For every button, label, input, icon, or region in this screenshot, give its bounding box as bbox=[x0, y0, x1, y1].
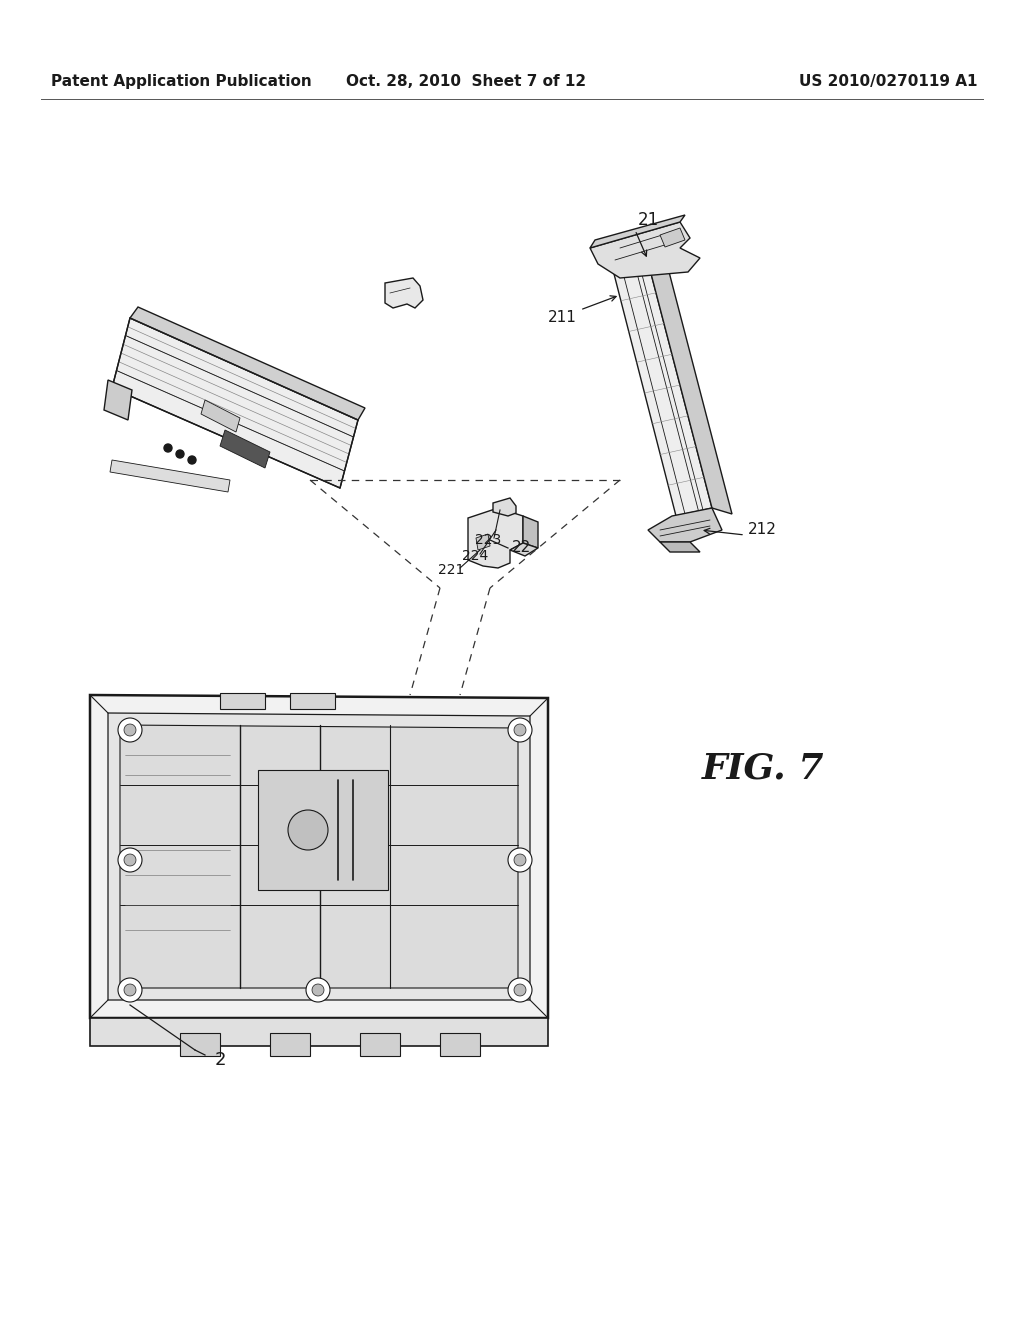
Text: 223: 223 bbox=[475, 533, 502, 546]
Text: 21: 21 bbox=[638, 211, 659, 228]
Circle shape bbox=[306, 978, 330, 1002]
Polygon shape bbox=[110, 459, 230, 492]
Polygon shape bbox=[648, 261, 732, 513]
Polygon shape bbox=[468, 508, 523, 568]
Circle shape bbox=[124, 854, 136, 866]
Polygon shape bbox=[648, 508, 722, 543]
Text: Patent Application Publication: Patent Application Publication bbox=[51, 74, 312, 90]
Polygon shape bbox=[120, 725, 518, 987]
Polygon shape bbox=[290, 693, 335, 709]
Circle shape bbox=[164, 444, 172, 451]
Circle shape bbox=[514, 854, 526, 866]
Circle shape bbox=[124, 983, 136, 997]
Text: US 2010/0270119 A1: US 2010/0270119 A1 bbox=[800, 74, 978, 90]
Polygon shape bbox=[104, 380, 132, 420]
Circle shape bbox=[124, 723, 136, 737]
Circle shape bbox=[508, 978, 532, 1002]
Polygon shape bbox=[660, 228, 685, 247]
Polygon shape bbox=[385, 279, 423, 308]
Polygon shape bbox=[270, 1034, 310, 1056]
Circle shape bbox=[176, 450, 184, 458]
Polygon shape bbox=[220, 693, 265, 709]
Polygon shape bbox=[590, 215, 685, 248]
Circle shape bbox=[188, 455, 196, 465]
Polygon shape bbox=[360, 1034, 400, 1056]
Polygon shape bbox=[258, 770, 388, 890]
Polygon shape bbox=[660, 543, 700, 552]
Polygon shape bbox=[476, 535, 490, 550]
Polygon shape bbox=[130, 308, 365, 420]
Circle shape bbox=[514, 983, 526, 997]
Circle shape bbox=[118, 978, 142, 1002]
Circle shape bbox=[508, 847, 532, 873]
Text: 212: 212 bbox=[748, 523, 777, 537]
Circle shape bbox=[118, 847, 142, 873]
Polygon shape bbox=[510, 543, 538, 556]
Polygon shape bbox=[201, 400, 240, 432]
Polygon shape bbox=[613, 261, 712, 516]
Polygon shape bbox=[108, 713, 530, 1001]
Circle shape bbox=[514, 723, 526, 737]
Circle shape bbox=[508, 718, 532, 742]
Text: Oct. 28, 2010  Sheet 7 of 12: Oct. 28, 2010 Sheet 7 of 12 bbox=[346, 74, 586, 90]
Text: 2: 2 bbox=[215, 1051, 226, 1069]
Polygon shape bbox=[90, 696, 548, 1018]
Text: 221: 221 bbox=[438, 564, 464, 577]
Polygon shape bbox=[90, 1018, 548, 1045]
Polygon shape bbox=[523, 516, 538, 548]
Polygon shape bbox=[440, 1034, 480, 1056]
Circle shape bbox=[118, 718, 142, 742]
Text: 224: 224 bbox=[462, 549, 488, 564]
Polygon shape bbox=[590, 222, 700, 279]
Polygon shape bbox=[180, 1034, 220, 1056]
Text: 22: 22 bbox=[512, 540, 531, 556]
Polygon shape bbox=[112, 318, 358, 488]
Polygon shape bbox=[493, 498, 516, 516]
Circle shape bbox=[312, 983, 324, 997]
Text: FIG. 7: FIG. 7 bbox=[701, 751, 824, 785]
Polygon shape bbox=[220, 430, 270, 469]
Text: 211: 211 bbox=[548, 310, 577, 326]
Circle shape bbox=[288, 810, 328, 850]
